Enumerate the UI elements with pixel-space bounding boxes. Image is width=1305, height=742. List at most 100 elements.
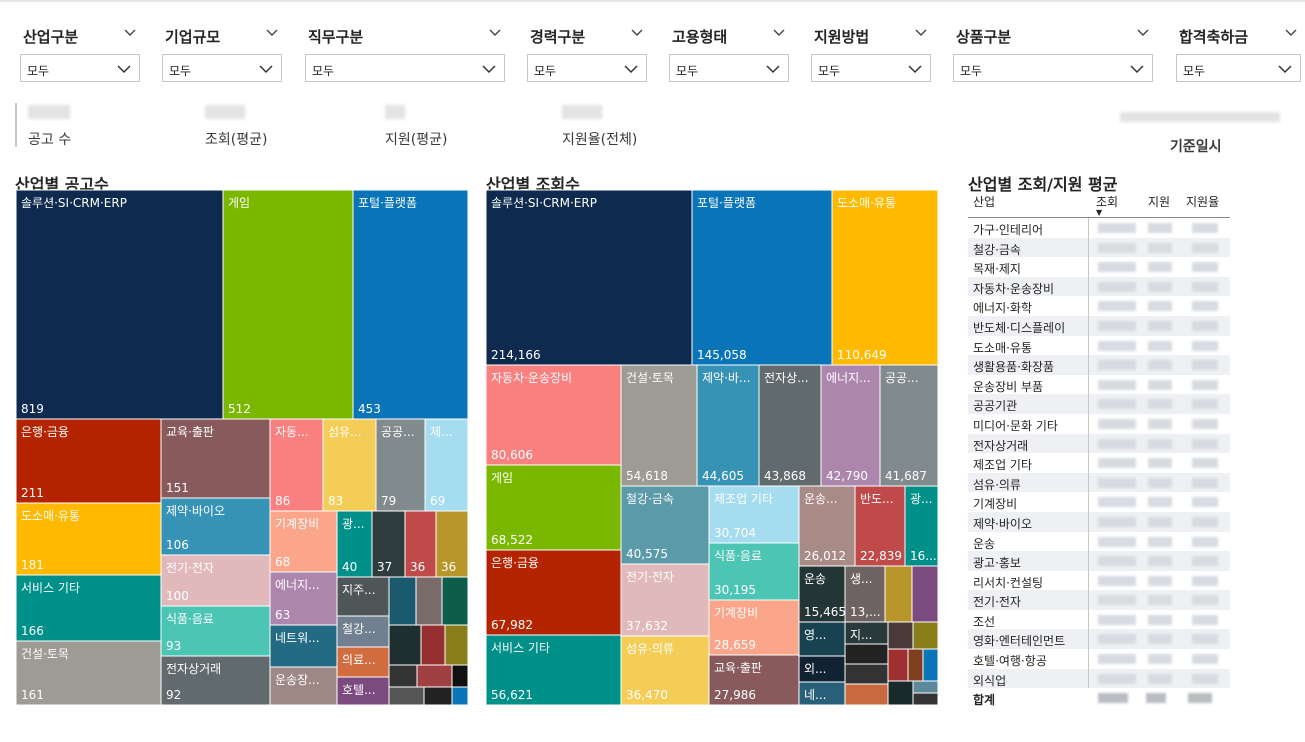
table-row[interactable]: 섬유·의류 [968, 472, 1230, 493]
treemap-tile-views-retail[interactable] [831, 189, 939, 366]
treemap-tile-postings-textile[interactable] [322, 418, 377, 512]
chevron-down-icon[interactable] [771, 24, 787, 40]
slicer-dropdown[interactable]: 모두 [527, 54, 647, 82]
table-row[interactable]: 미디어·문화 기타 [968, 413, 1230, 434]
table-row[interactable]: 전자상거래 [968, 433, 1230, 454]
treemap-tile-views-v11[interactable] [887, 680, 914, 706]
treemap-tile-views-v12[interactable] [912, 680, 939, 694]
treemap-tile-postings-network[interactable] [269, 624, 338, 668]
treemap-tile-views-life[interactable] [844, 565, 886, 623]
treemap-tile-postings-s4[interactable] [388, 624, 422, 666]
treemap-tile-postings-s12[interactable] [451, 686, 469, 706]
table-row[interactable]: 제약·바이오 [968, 511, 1230, 532]
table-row[interactable]: 광고·홍보 [968, 551, 1230, 571]
treemap-tile-views-auto[interactable] [485, 364, 622, 466]
treemap-tile-views-education[interactable] [708, 654, 800, 706]
table-row[interactable]: 운송장비 부품 [968, 374, 1230, 395]
slicer-dropdown[interactable]: 모두 [20, 54, 140, 82]
treemap-tile-postings-s10[interactable] [388, 686, 425, 706]
slicer-dropdown[interactable]: 모두 [162, 54, 282, 82]
treemap-tile-views-energy[interactable] [820, 364, 881, 487]
treemap-tile-views-portal[interactable] [691, 189, 833, 366]
table-row[interactable]: 영화·엔터테인먼트 [968, 629, 1230, 650]
treemap-tile-postings-auto[interactable] [269, 418, 324, 512]
treemap-tile-postings-s1[interactable] [388, 576, 417, 626]
chevron-down-icon[interactable] [1135, 24, 1151, 40]
table-row[interactable]: 리서치·컨설팅 [968, 570, 1230, 591]
chevron-down-icon[interactable] [629, 24, 645, 40]
treemap-tile-postings-s2[interactable] [415, 576, 443, 626]
table-row[interactable]: 목재·제지 [968, 257, 1230, 277]
table-row[interactable]: 생활용품·화장품 [968, 355, 1230, 375]
treemap-tile-postings-s3[interactable] [441, 576, 469, 626]
table-row[interactable]: 외식업 [968, 668, 1230, 689]
treemap-tile-views-v1[interactable] [884, 565, 913, 623]
treemap-tile-postings-s5[interactable] [420, 624, 446, 666]
treemap-tile-views-v4[interactable] [844, 663, 889, 685]
treemap-tile-views-public[interactable] [879, 364, 939, 487]
treemap-tile-postings-portal[interactable] [352, 189, 469, 420]
treemap-tile-views-film[interactable] [798, 621, 846, 657]
table-row[interactable]: 전기·전자 [968, 590, 1230, 610]
col-industry[interactable]: 산업 [973, 195, 996, 209]
treemap-tile-postings-manu[interactable] [424, 418, 469, 512]
treemap-tile-postings-c37[interactable] [371, 510, 406, 578]
treemap-tile-views-v2[interactable] [911, 565, 939, 623]
treemap-tile-postings-light[interactable] [336, 510, 373, 578]
table-row[interactable]: 가구·인테리어 [968, 218, 1230, 238]
treemap-tile-views-transport[interactable] [798, 485, 856, 567]
table-row[interactable]: 자동차·운송장비 [968, 276, 1230, 297]
slicer-header[interactable]: 직무구분 [305, 18, 505, 52]
slicer-dropdown[interactable]: 모두 [1176, 54, 1301, 82]
treemap-tile-views-solution[interactable] [485, 189, 693, 366]
treemap-tile-postings-food[interactable] [160, 605, 271, 657]
treemap-tile-views-v10[interactable] [922, 648, 939, 682]
table-row[interactable]: 기계장비 [968, 492, 1230, 512]
treemap-tile-postings-s7[interactable] [388, 664, 418, 688]
treemap-tile-postings-c36a[interactable] [404, 510, 437, 578]
treemap-tile-views-food[interactable] [708, 542, 800, 601]
chevron-down-icon[interactable] [913, 24, 929, 40]
table-row[interactable]: 도소매·유통 [968, 335, 1230, 356]
chevron-down-icon[interactable] [1283, 24, 1299, 40]
slicer-header[interactable]: 산업구분 [20, 18, 140, 52]
table-row[interactable]: 호텔·여행·항공 [968, 649, 1230, 669]
treemap-tile-views-service[interactable] [485, 634, 622, 706]
treemap-tile-postings-education[interactable] [160, 418, 271, 499]
treemap-tile-views-v7[interactable] [912, 621, 939, 650]
treemap-tile-views-v3[interactable] [844, 643, 889, 665]
table-row[interactable]: 철강·금속 [968, 237, 1230, 258]
treemap-tile-postings-s11[interactable] [423, 686, 453, 706]
chevron-down-icon[interactable] [487, 24, 503, 40]
table-row[interactable]: 공공기관 [968, 394, 1230, 414]
chevron-down-icon[interactable] [122, 24, 138, 40]
slicer-header[interactable]: 고용형태 [669, 18, 789, 52]
chevron-down-icon[interactable] [264, 24, 280, 40]
treemap-tile-postings-solution[interactable] [15, 189, 224, 420]
table-row[interactable]: 운송 [968, 531, 1230, 552]
treemap-tile-postings-s8[interactable] [416, 664, 453, 688]
treemap-tile-views-pharma[interactable] [696, 364, 760, 487]
slicer-dropdown[interactable]: 모두 [669, 54, 789, 82]
treemap-tile-views-v9[interactable] [907, 648, 924, 682]
slicer-header[interactable]: 상품구분 [953, 18, 1153, 52]
treemap-tile-views-v8[interactable] [887, 648, 909, 682]
slicer-dropdown[interactable]: 모두 [953, 54, 1153, 82]
treemap-tile-views-electric[interactable] [620, 563, 710, 637]
col-apply-rate[interactable]: 지원율 [1186, 195, 1220, 209]
treemap-tile-views-construction[interactable] [620, 364, 698, 487]
treemap-tile-views-semi[interactable] [854, 485, 906, 567]
treemap-tile-views-v13[interactable] [912, 692, 939, 706]
table-row[interactable]: 반도체·디스플레이 [968, 315, 1230, 336]
table-row[interactable]: 제조업 기타 [968, 453, 1230, 473]
treemap-tile-postings-energy[interactable] [269, 571, 338, 626]
treemap-tile-views-v6[interactable] [887, 621, 914, 650]
treemap-tile-views-game[interactable] [485, 464, 622, 551]
treemap-tile-postings-ecommerce[interactable] [160, 655, 271, 706]
treemap-tile-views-v5[interactable] [844, 683, 889, 706]
treemap-tile-views-machine[interactable] [708, 599, 800, 656]
slicer-header[interactable]: 기업규모 [162, 18, 282, 52]
slicer-header[interactable]: 지원방법 [811, 18, 931, 52]
slicer-dropdown[interactable]: 모두 [305, 54, 505, 82]
treemap-tile-postings-s6[interactable] [444, 624, 469, 666]
